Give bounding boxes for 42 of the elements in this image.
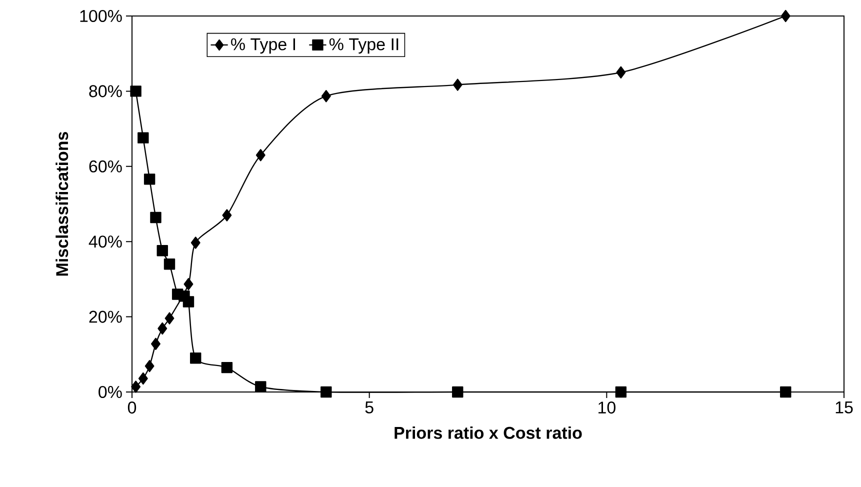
- point: [130, 86, 142, 97]
- point: [221, 362, 233, 374]
- point: [131, 380, 141, 393]
- point: [320, 386, 332, 398]
- y-tick-label: 80%: [89, 85, 122, 98]
- point: [255, 381, 266, 392]
- point: [164, 258, 176, 270]
- point: [615, 386, 627, 398]
- y-tick-label: 20%: [89, 310, 122, 323]
- point: [321, 90, 331, 102]
- point: [156, 245, 168, 256]
- point: [780, 386, 792, 398]
- x-axis-title: Priors ratio x Cost ratio: [394, 426, 582, 439]
- x-tick-label: 5: [365, 402, 374, 414]
- point: [452, 386, 464, 398]
- y-tick-label: 60%: [89, 160, 122, 172]
- y-tick-label: 100%: [80, 10, 122, 22]
- point: [184, 278, 194, 290]
- x-tick-label: 15: [836, 402, 853, 414]
- x-tick-label: 0: [128, 402, 136, 414]
- x-tick-label: 10: [598, 402, 616, 414]
- legend-label: % Type II: [329, 38, 398, 54]
- point: [256, 149, 266, 162]
- point: [150, 212, 162, 224]
- point: [164, 312, 174, 324]
- y-tick-label: 40%: [88, 236, 122, 248]
- point: [780, 10, 790, 22]
- point: [144, 360, 154, 372]
- point: [158, 322, 168, 335]
- point: [190, 236, 200, 249]
- point: [182, 296, 194, 308]
- point: [452, 78, 462, 91]
- point: [190, 352, 202, 364]
- point: [616, 66, 626, 78]
- y-axis-title: Misclassifications: [56, 132, 68, 276]
- point: [138, 132, 149, 144]
- point: [222, 209, 232, 222]
- point: [151, 338, 160, 350]
- point: [144, 174, 156, 185]
- legend-label: % Type I: [231, 38, 295, 54]
- y-tick-label: 0%: [98, 386, 122, 398]
- point: [138, 372, 148, 385]
